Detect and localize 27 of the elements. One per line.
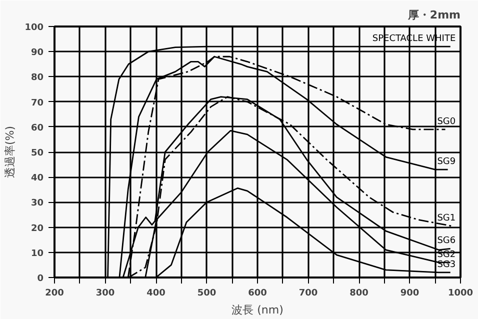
y-tick-label: 0 bbox=[37, 274, 44, 284]
series-label: SG0 bbox=[437, 116, 456, 127]
y-tick-label: 50 bbox=[30, 148, 44, 158]
x-tick-label: 400 bbox=[146, 288, 166, 298]
x-tick-label: 700 bbox=[298, 288, 318, 298]
y-tick-label: 40 bbox=[30, 174, 44, 184]
chart-title: 厚・2mm bbox=[406, 8, 460, 22]
series-label: SG6 bbox=[437, 236, 456, 246]
y-tick-label: 90 bbox=[30, 48, 44, 58]
x-tick-label: 300 bbox=[96, 288, 115, 298]
y-tick-label: 60 bbox=[30, 123, 44, 134]
y-tick-label: 80 bbox=[30, 73, 44, 84]
x-tick-label: 1000 bbox=[448, 288, 474, 298]
y-tick-label: 100 bbox=[24, 23, 44, 33]
x-tick-label: 600 bbox=[248, 288, 267, 298]
y-tick-label: 10 bbox=[30, 248, 44, 259]
y-tick-label: 30 bbox=[30, 198, 44, 209]
x-tick-label: 200 bbox=[45, 288, 64, 298]
series-label: SG1 bbox=[437, 214, 456, 224]
x-tick-label: 800 bbox=[350, 288, 368, 298]
y-axis-title: 透過率(%) bbox=[4, 126, 17, 178]
series-label: SG9 bbox=[437, 157, 456, 168]
x-axis-title: 波長 (nm) bbox=[232, 304, 284, 316]
x-tick-label: 500 bbox=[197, 288, 216, 298]
y-tick-label: 20 bbox=[30, 224, 44, 234]
y-tick-label: 70 bbox=[30, 98, 44, 108]
x-tick-label: 900 bbox=[400, 288, 420, 298]
